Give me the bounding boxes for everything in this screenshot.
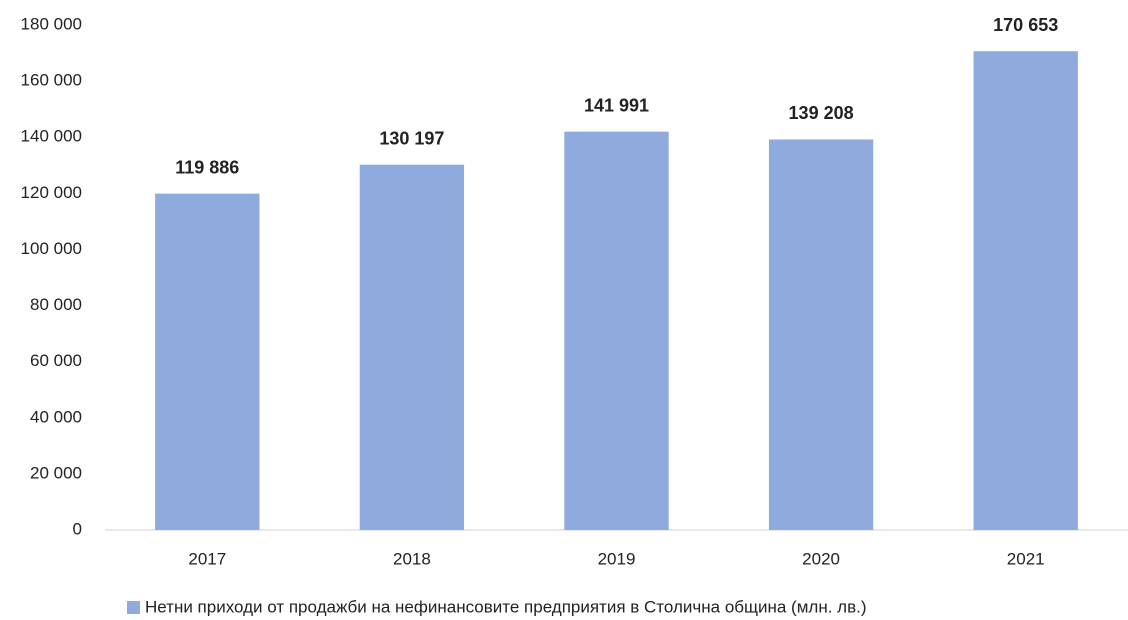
y-tick-label: 160 000: [21, 71, 82, 90]
x-tick-label: 2019: [598, 549, 636, 568]
bar: [564, 131, 669, 531]
x-tick-label: 2017: [188, 549, 226, 568]
x-tick-label: 2018: [393, 549, 431, 568]
value-label: 119 886: [175, 157, 239, 177]
y-tick-label: 140 000: [21, 127, 82, 146]
value-label: 130 197: [379, 128, 444, 148]
y-tick-label: 100 000: [21, 239, 82, 258]
y-tick-label: 60 000: [30, 351, 82, 370]
y-tick-label: 40 000: [30, 407, 82, 426]
y-tick-label: 0: [73, 519, 82, 538]
legend-label: Нетни приходи от продажби на нефинансови…: [145, 597, 867, 616]
y-tick-label: 80 000: [30, 295, 82, 314]
value-label: 170 653: [993, 15, 1058, 35]
y-tick-label: 120 000: [21, 183, 82, 202]
legend-marker: [127, 601, 140, 614]
value-label: 141 991: [584, 95, 649, 115]
bar: [155, 193, 260, 530]
bar: [768, 139, 874, 531]
x-tick-label: 2021: [1007, 549, 1045, 568]
x-tick-label: 2020: [802, 549, 840, 568]
y-tick-label: 180 000: [21, 14, 82, 33]
bar: [973, 51, 1078, 531]
bar: [359, 164, 465, 530]
value-label: 139 208: [789, 103, 854, 123]
y-tick-label: 20 000: [30, 463, 82, 482]
